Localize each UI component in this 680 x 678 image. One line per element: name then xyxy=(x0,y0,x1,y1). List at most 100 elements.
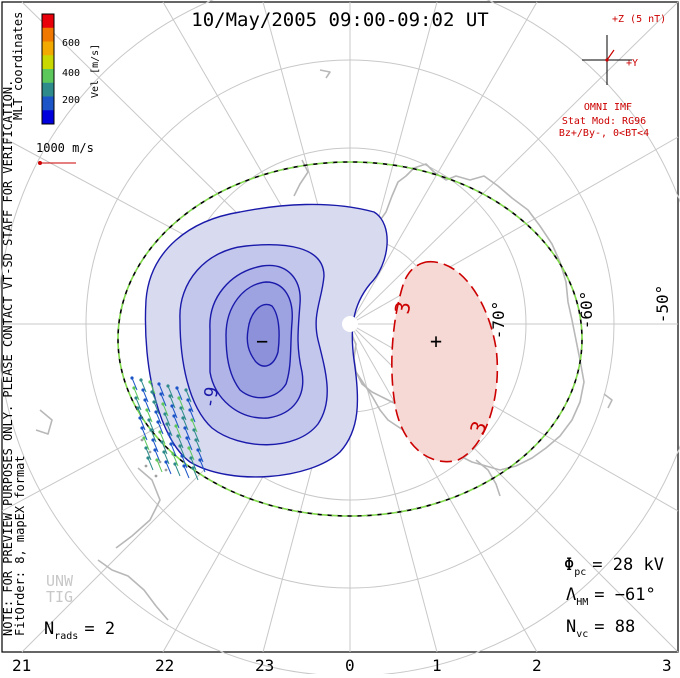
velocity-vectors xyxy=(130,376,206,481)
max-potential-marker: + xyxy=(430,329,442,353)
colorbar-segment xyxy=(42,27,54,42)
velocity-vector xyxy=(172,453,179,467)
data-point xyxy=(164,468,168,472)
velocity-vector xyxy=(166,423,173,437)
velocity-vector xyxy=(197,449,204,463)
velocity-vector xyxy=(137,407,144,421)
velocity-vector xyxy=(147,457,154,471)
velocity-vector xyxy=(151,391,158,405)
imf-z-label: +Z (5 nT) xyxy=(612,14,666,25)
data-point xyxy=(154,474,158,478)
velocity-vector xyxy=(145,447,152,461)
velocity-vector xyxy=(155,411,162,425)
hm-boundary xyxy=(117,161,583,517)
radar-count: Nrads = 2 xyxy=(44,619,115,642)
velocity-vector xyxy=(165,461,172,475)
velocity-vector xyxy=(164,413,171,427)
plot-frame xyxy=(1,1,679,653)
velocity-vector xyxy=(168,433,175,447)
velocity-vector xyxy=(162,403,169,417)
mlt-label-0: 0 xyxy=(345,656,355,674)
velocity-vector xyxy=(192,467,199,481)
colorbar-segment xyxy=(42,110,54,125)
watermark-line-2: TIG xyxy=(46,588,73,606)
preview-note: NOTE: FOR PREVIEW PURPOSES ONLY. PLEASE … xyxy=(1,80,15,636)
mlt-axis: 21 22 23 0 1 2 3 xyxy=(12,656,672,675)
fit-order-note: FitOrder: 8, mapEX format xyxy=(13,455,27,636)
velocity-vector xyxy=(146,409,153,423)
velocity-vector xyxy=(176,387,183,401)
velocity-vector xyxy=(171,405,178,419)
hm-latitude: ΛHM = −61° xyxy=(566,585,656,608)
velocity-vector xyxy=(182,417,189,431)
colorbar-segment xyxy=(42,69,54,84)
velocity-vector xyxy=(131,377,138,391)
velocity-vector xyxy=(156,459,163,473)
velocity-vector xyxy=(143,437,150,451)
velocity-vector xyxy=(153,401,160,415)
neg-contour-label: -9 xyxy=(199,385,223,410)
velocity-vector xyxy=(183,465,190,479)
velocity-vector xyxy=(170,443,177,457)
velocity-vector xyxy=(180,407,187,421)
velocity-vector xyxy=(154,449,161,463)
scale-vector-label: 1000 m/s xyxy=(36,141,94,155)
velocity-vector xyxy=(184,427,191,441)
velocity-vector xyxy=(181,455,188,469)
colorbar-segment xyxy=(42,14,54,29)
mlt-label-21: 21 xyxy=(12,656,31,674)
velocity-vector xyxy=(133,387,140,401)
velocity-vector xyxy=(167,385,174,399)
data-point xyxy=(140,438,144,442)
velocity-vector xyxy=(157,421,164,435)
coordinate-label: MLT coordinates xyxy=(11,12,25,120)
velocity-vector xyxy=(179,445,186,459)
min-potential-marker: − xyxy=(256,329,268,353)
velocity-vector xyxy=(178,397,185,411)
imf-source: OMNI IMF xyxy=(584,102,632,113)
mlt-label-1: 1 xyxy=(432,656,442,674)
velocity-vector xyxy=(173,415,180,429)
watermark-line-1: UNW xyxy=(46,572,74,590)
velocity-vector xyxy=(142,389,149,403)
pos-contour-label-1: 3 xyxy=(390,300,416,316)
velocity-vector xyxy=(188,447,195,461)
data-point xyxy=(148,450,152,454)
velocity-vector xyxy=(163,451,170,465)
imf-y-label: +Y xyxy=(626,58,638,69)
velocity-vector xyxy=(158,383,165,397)
velocity-vector xyxy=(177,435,184,449)
colorbar-tick-200: 200 xyxy=(62,95,80,106)
velocity-vector xyxy=(190,457,197,471)
velocity-vector xyxy=(185,389,192,403)
velocity-vector xyxy=(161,441,168,455)
velocity-vector xyxy=(148,419,155,433)
data-point xyxy=(144,464,148,468)
lat-label-50: -50° xyxy=(653,285,672,324)
colorbar-segment xyxy=(42,96,54,111)
colorbar-segment xyxy=(42,55,54,70)
colorbar-tick-600: 600 xyxy=(62,38,80,49)
vector-count: Nvc = 88 xyxy=(566,617,635,640)
velocity-vector xyxy=(152,439,159,453)
velocity-vector xyxy=(174,463,181,477)
velocity-vector xyxy=(187,399,194,413)
imf-indicator: +Z (5 nT) +Y OMNI IMF Stat Mod: RG96 Bz+… xyxy=(559,14,666,139)
velocity-vector xyxy=(193,429,200,443)
velocity-colorbar: 600 400 200 Vel [m/s] xyxy=(41,13,101,125)
velocity-vector xyxy=(160,393,167,407)
velocity-vector xyxy=(191,419,198,433)
lat-label-70: -70° xyxy=(489,301,508,340)
velocity-vector xyxy=(149,381,156,395)
scale-vector: 1000 m/s xyxy=(36,141,94,165)
velocity-vector xyxy=(189,409,196,423)
data-point xyxy=(158,460,162,464)
velocity-vector xyxy=(199,459,206,473)
map-title: 10/May/2005 09:00-09:02 UT xyxy=(191,9,488,31)
positive-potential-cell xyxy=(391,261,499,463)
velocity-vector xyxy=(159,431,166,445)
lat-label-60: -60° xyxy=(577,291,596,330)
velocity-vector xyxy=(140,379,147,393)
